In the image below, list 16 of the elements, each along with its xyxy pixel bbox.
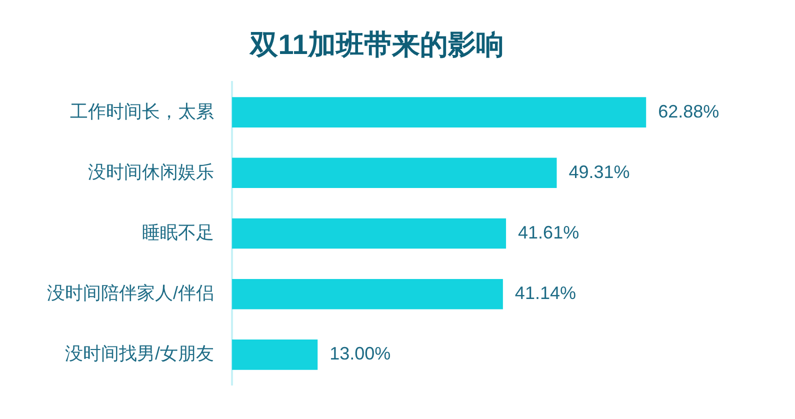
data-label: 41.14% bbox=[514, 283, 576, 304]
bar bbox=[232, 340, 318, 370]
data-label: 13.00% bbox=[330, 344, 391, 364]
data-label: 62.88% bbox=[658, 101, 720, 122]
y-tick-label: 工作时间长，太累 bbox=[70, 101, 214, 122]
y-tick-label: 没时间陪伴家人/伴侣 bbox=[46, 283, 214, 304]
chart-title: 双11加班带来的影响 bbox=[250, 29, 504, 60]
bar bbox=[232, 278, 503, 310]
data-label: 49.31% bbox=[568, 162, 630, 182]
bar bbox=[232, 218, 506, 249]
y-tick-label: 睡眠不足 bbox=[142, 222, 214, 242]
y-tick-label: 没时间找男/女朋友 bbox=[64, 344, 214, 364]
bar bbox=[232, 97, 646, 128]
bar bbox=[232, 158, 557, 188]
data-label: 41.61% bbox=[518, 222, 580, 242]
y-tick-label: 没时间休闲娱乐 bbox=[88, 162, 214, 182]
